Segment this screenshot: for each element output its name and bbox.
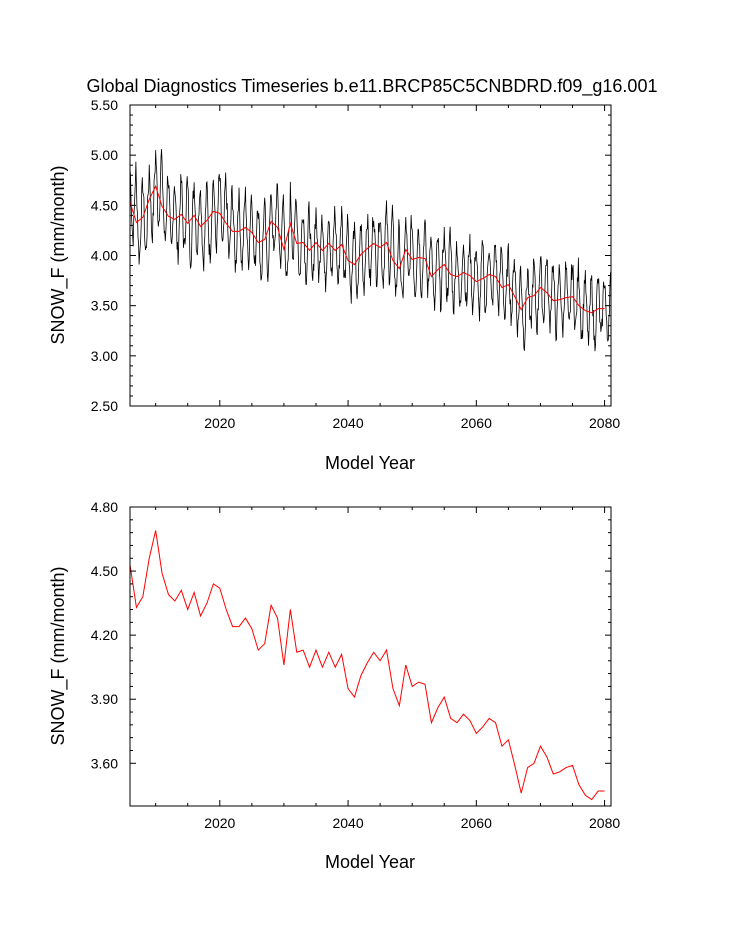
top-panel: 2.50 3.00 3.50 4.00 4.50 5.00 5.50 2020 2040 2060… <box>48 97 620 473</box>
top-series-monthly <box>129 149 611 352</box>
bottom-tick-labels: 3.60 3.90 4.20 4.50 4.80 2020 2040 2060 2080 <box>91 499 621 831</box>
top-y-tick-label: 2.50 <box>91 398 118 414</box>
top-y-axis-label: SNOW_F (mm/month) <box>48 165 69 344</box>
top-y-tick-label: 4.00 <box>91 248 118 264</box>
top-x-tick-label: 2040 <box>332 415 363 431</box>
top-x-tick-label: 2060 <box>461 415 492 431</box>
bottom-y-tick-label: 3.90 <box>91 691 118 707</box>
bottom-x-tick-label: 2020 <box>204 815 235 831</box>
bottom-y-tick-label: 4.20 <box>91 627 118 643</box>
top-x-tick-label: 2080 <box>589 415 620 431</box>
bottom-x-axis-label: Model Year <box>325 852 415 872</box>
top-tick-labels: 2.50 3.00 3.50 4.00 4.50 5.00 5.50 2020 2040 2060… <box>91 97 621 431</box>
bottom-x-tick-label: 2080 <box>589 815 620 831</box>
bottom-y-tick-label: 3.60 <box>91 755 118 771</box>
top-x-tick-label: 2020 <box>204 415 235 431</box>
bottom-x-tick-label: 2060 <box>461 815 492 831</box>
top-series-layer <box>129 149 611 352</box>
top-y-tick-label: 4.50 <box>91 197 118 213</box>
top-x-axis-label: Model Year <box>325 453 415 473</box>
bottom-series-annual-mean <box>129 530 605 801</box>
top-y-tick-label: 3.50 <box>91 298 118 314</box>
top-plot-frame <box>129 104 612 407</box>
chart-title: Global Diagnostics Timeseries b.e11.BRCP… <box>87 76 658 97</box>
bottom-y-tick-label: 4.80 <box>91 499 118 515</box>
bottom-axis-ticks <box>130 506 611 806</box>
bottom-x-tick-label: 2040 <box>332 815 363 831</box>
bottom-y-tick-label: 4.50 <box>91 563 118 579</box>
bottom-plot-frame <box>129 506 612 807</box>
top-y-tick-label: 3.00 <box>91 348 118 364</box>
top-y-tick-label: 5.50 <box>91 97 118 113</box>
top-axis-ticks <box>130 104 611 407</box>
bottom-panel: 3.60 3.90 4.20 4.50 4.80 2020 2040 2060 2080 Mod… <box>48 499 620 872</box>
top-y-tick-label: 5.00 <box>91 147 118 163</box>
bottom-y-axis-label: SNOW_F (mm/month) <box>48 566 69 745</box>
bottom-series-layer <box>129 530 605 801</box>
top-series-annual-mean <box>129 184 605 314</box>
